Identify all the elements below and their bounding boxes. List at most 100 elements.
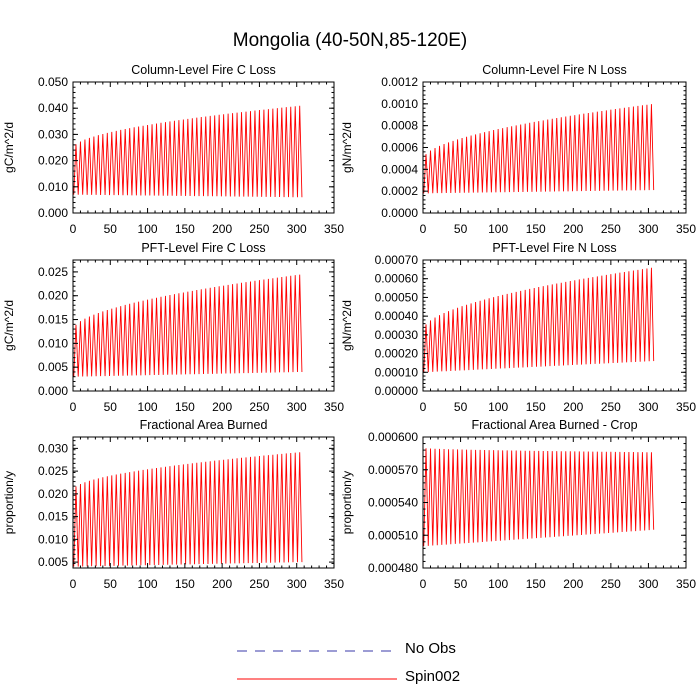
y-axis-label: gC/m^2/d [2, 122, 16, 173]
x-tick-label: 300 [287, 222, 307, 236]
chart-panel-6: 0 50 100 150 200 250 300 350 0.000480 0.000510 0.0… [340, 418, 696, 591]
y-tick-label: 0.030 [38, 127, 68, 141]
x-tick-label: 300 [638, 222, 658, 236]
y-tick-label: 0.0004 [381, 162, 418, 176]
x-tick-label: 50 [104, 400, 118, 414]
x-tick-label: 100 [138, 400, 158, 414]
y-tick-label: 0.050 [38, 75, 68, 89]
x-tick-label: 250 [601, 400, 621, 414]
y-tick-label: 0.015 [38, 510, 68, 524]
x-tick-label: 200 [563, 400, 583, 414]
x-tick-label: 200 [563, 222, 583, 236]
chart-title: Column-Level Fire N Loss [482, 63, 627, 77]
plot-frame [72, 259, 335, 392]
y-tick-label: 0.0010 [381, 97, 418, 111]
x-tick-label: 250 [249, 577, 269, 591]
y-tick-label: 0.00040 [375, 309, 419, 323]
x-tick-label: 350 [676, 222, 696, 236]
x-tick-label: 150 [175, 400, 195, 414]
x-tick-label: 100 [138, 577, 158, 591]
x-tick-label: 250 [601, 222, 621, 236]
y-tick-label: 0.010 [38, 180, 68, 194]
chart-title: PFT-Level Fire N Loss [492, 241, 616, 255]
series-line-spin002 [423, 267, 655, 373]
y-tick-label: 0.040 [38, 101, 68, 115]
y-axis-label: proportion/y [2, 471, 16, 534]
x-tick-label: 250 [249, 400, 269, 414]
y-tick-label: 0.020 [38, 487, 68, 501]
y-tick-label: 0.000 [38, 206, 68, 220]
y-axis-label: gC/m^2/d [2, 300, 16, 351]
figure-title: Mongolia (40-50N,85-120E) [232, 30, 468, 51]
x-tick-label: 0 [420, 577, 427, 591]
y-axis-label: gN/m^2/d [340, 122, 354, 173]
x-tick-label: 200 [563, 577, 583, 591]
y-tick-label: 0.00030 [375, 328, 419, 342]
x-tick-label: 150 [526, 222, 546, 236]
x-tick-label: 350 [324, 577, 344, 591]
y-tick-label: 0.000540 [368, 496, 418, 510]
y-tick-label: 0.0012 [381, 75, 418, 89]
x-tick-label: 50 [454, 222, 468, 236]
x-tick-label: 100 [488, 577, 508, 591]
chart-title: Fractional Area Burned [140, 418, 268, 432]
legend-label-spin002: Spin002 [405, 668, 461, 685]
y-tick-label: 0.0000 [381, 206, 418, 220]
legend-item-spin002: Spin002 [235, 666, 535, 692]
y-tick-label: 0.005 [38, 360, 68, 374]
legend-item-no-obs: No Obs [235, 638, 535, 664]
series-line-spin002 [73, 452, 303, 567]
chart-title: PFT-Level Fire C Loss [141, 241, 265, 255]
y-tick-label: 0.00050 [375, 290, 419, 304]
x-tick-label: 50 [104, 577, 118, 591]
x-tick-label: 200 [212, 577, 232, 591]
x-tick-label: 350 [676, 400, 696, 414]
y-tick-label: 0.020 [38, 154, 68, 168]
x-tick-label: 100 [488, 222, 508, 236]
x-tick-label: 0 [70, 222, 77, 236]
legend-line-spin002 [237, 678, 397, 680]
y-tick-label: 0.000 [38, 384, 68, 398]
chart-panel-2: 0 50 100 150 200 250 300 350 0.0000 0.0002 0.0004 0… [340, 63, 696, 236]
chart-title: Column-Level Fire C Loss [131, 63, 276, 77]
x-tick-label: 300 [638, 577, 658, 591]
series-line-spin002 [73, 105, 303, 198]
x-tick-label: 350 [324, 222, 344, 236]
y-tick-label: 0.030 [38, 441, 68, 455]
x-tick-label: 0 [70, 577, 77, 591]
y-axis-label: proportion/y [340, 471, 354, 534]
chart-title: Fractional Area Burned - Crop [471, 418, 637, 432]
x-tick-label: 150 [175, 577, 195, 591]
y-tick-label: 0.0006 [381, 141, 418, 155]
x-tick-label: 150 [175, 222, 195, 236]
chart-panel-1: 0 50 100 150 200 250 300 350 0.000 0.010 0.020 0.03… [2, 63, 344, 236]
x-tick-label: 100 [488, 400, 508, 414]
y-tick-label: 0.00020 [375, 347, 419, 361]
x-tick-label: 350 [676, 577, 696, 591]
y-tick-label: 0.005 [38, 555, 68, 569]
chart-panel-3: 0 50 100 150 200 250 300 350 0.000 0.005 0.010 0.01… [2, 241, 344, 414]
legend-label-no-obs: No Obs [405, 640, 456, 657]
x-tick-label: 200 [212, 400, 232, 414]
x-tick-label: 50 [454, 400, 468, 414]
y-tick-label: 0.020 [38, 289, 68, 303]
y-tick-label: 0.000570 [368, 463, 418, 477]
y-tick-label: 0.010 [38, 532, 68, 546]
x-tick-label: 200 [212, 222, 232, 236]
y-tick-label: 0.00060 [375, 272, 419, 286]
x-tick-label: 250 [249, 222, 269, 236]
y-tick-label: 0.015 [38, 313, 68, 327]
x-tick-label: 300 [638, 400, 658, 414]
y-tick-label: 0.0008 [381, 119, 418, 133]
y-tick-label: 0.00010 [375, 365, 419, 379]
x-tick-label: 150 [526, 400, 546, 414]
x-tick-label: 300 [287, 577, 307, 591]
chart-panel-4: 0 50 100 150 200 250 300 350 0.00000 0.00010 0.000… [340, 241, 696, 414]
plot-frame [72, 81, 335, 214]
x-tick-label: 100 [138, 222, 158, 236]
y-tick-label: 0.025 [38, 265, 68, 279]
x-tick-label: 50 [104, 222, 118, 236]
series-line-spin002 [73, 274, 303, 377]
